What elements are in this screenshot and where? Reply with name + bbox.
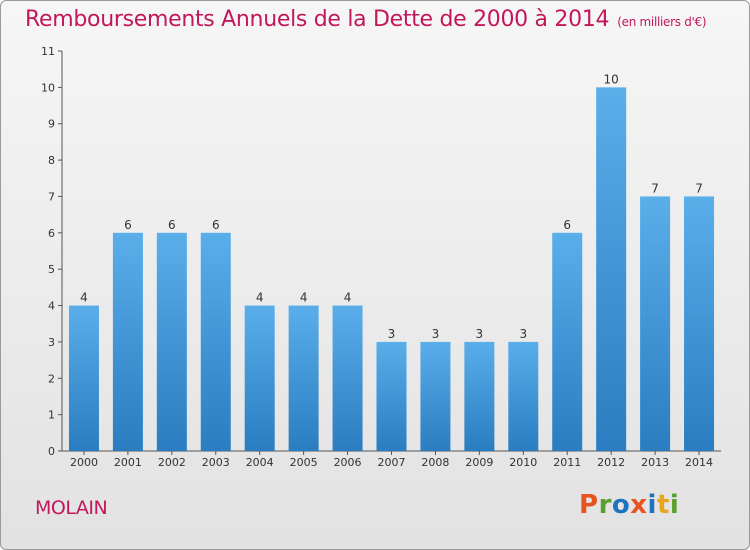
bar-value-label: 6 [168, 218, 176, 232]
bar [332, 305, 363, 451]
bar [552, 232, 583, 451]
bar-value-label: 7 [695, 181, 703, 195]
y-tick-label: 6 [48, 227, 55, 240]
logo-letter: o [611, 490, 631, 520]
logo-letter: i [647, 490, 657, 520]
x-tick-label: 2011 [553, 456, 581, 469]
x-tick-label: 2010 [509, 456, 537, 469]
x-tick-label: 2006 [334, 456, 362, 469]
bar-value-label: 4 [344, 291, 352, 305]
bar [420, 341, 451, 451]
y-tick-label: 7 [48, 190, 55, 203]
bar [596, 87, 627, 451]
bar [156, 232, 187, 451]
y-tick-label: 9 [48, 118, 55, 131]
bar [288, 305, 319, 451]
x-tick-label: 2014 [685, 456, 713, 469]
y-tick-label: 0 [48, 445, 55, 458]
x-tick-label: 2008 [421, 456, 449, 469]
chart-title: Remboursements Annuels de la Dette de 20… [25, 7, 707, 32]
y-tick-label: 11 [41, 45, 55, 58]
y-tick-label: 1 [48, 409, 55, 422]
bar-value-label: 6 [563, 218, 571, 232]
bar-value-label: 4 [80, 291, 88, 305]
bar [244, 305, 275, 451]
bar [684, 196, 715, 451]
x-tick-label: 2009 [465, 456, 493, 469]
bar [640, 196, 671, 451]
x-tick-label: 2002 [158, 456, 186, 469]
y-tick-label: 2 [48, 372, 55, 385]
bar [464, 341, 495, 451]
title-text: Remboursements Annuels de la Dette de 20… [25, 7, 610, 32]
bar-value-label: 4 [256, 291, 264, 305]
bar-value-label: 3 [388, 327, 396, 341]
bar-value-label: 10 [604, 72, 619, 86]
bar [112, 232, 143, 451]
logo-letter: i [669, 490, 680, 520]
x-tick-label: 2004 [246, 456, 274, 469]
bar-value-label: 3 [432, 327, 440, 341]
bar [200, 232, 231, 451]
bar-value-label: 6 [124, 218, 132, 232]
proxiti-logo: Proxiti [579, 490, 679, 520]
x-tick-label: 2005 [290, 456, 318, 469]
bar-value-label: 7 [651, 181, 659, 195]
x-tick-label: 2000 [70, 456, 98, 469]
y-tick-label: 3 [48, 336, 55, 349]
bar [376, 341, 407, 451]
y-tick-label: 4 [48, 300, 55, 313]
y-tick-label: 10 [41, 81, 55, 94]
y-tick-label: 8 [48, 154, 55, 167]
bar-value-label: 4 [300, 291, 308, 305]
x-tick-label: 2013 [641, 456, 669, 469]
y-tick-label: 5 [48, 263, 55, 276]
x-tick-label: 2001 [114, 456, 142, 469]
logo-letter: t [656, 490, 670, 520]
logo-letter: x [630, 490, 648, 520]
town-name: MOLAIN [35, 497, 108, 519]
logo-letter: r [598, 490, 612, 520]
x-tick-label: 2012 [597, 456, 625, 469]
logo-letter: P [579, 490, 599, 520]
bar-value-label: 3 [476, 327, 484, 341]
bar [68, 305, 99, 451]
title-unit: (en milliers d'€) [617, 15, 707, 29]
bar [508, 341, 539, 451]
bar-value-label: 6 [212, 218, 220, 232]
bar-value-label: 3 [519, 327, 527, 341]
x-tick-label: 2003 [202, 456, 230, 469]
x-tick-label: 2007 [378, 456, 406, 469]
